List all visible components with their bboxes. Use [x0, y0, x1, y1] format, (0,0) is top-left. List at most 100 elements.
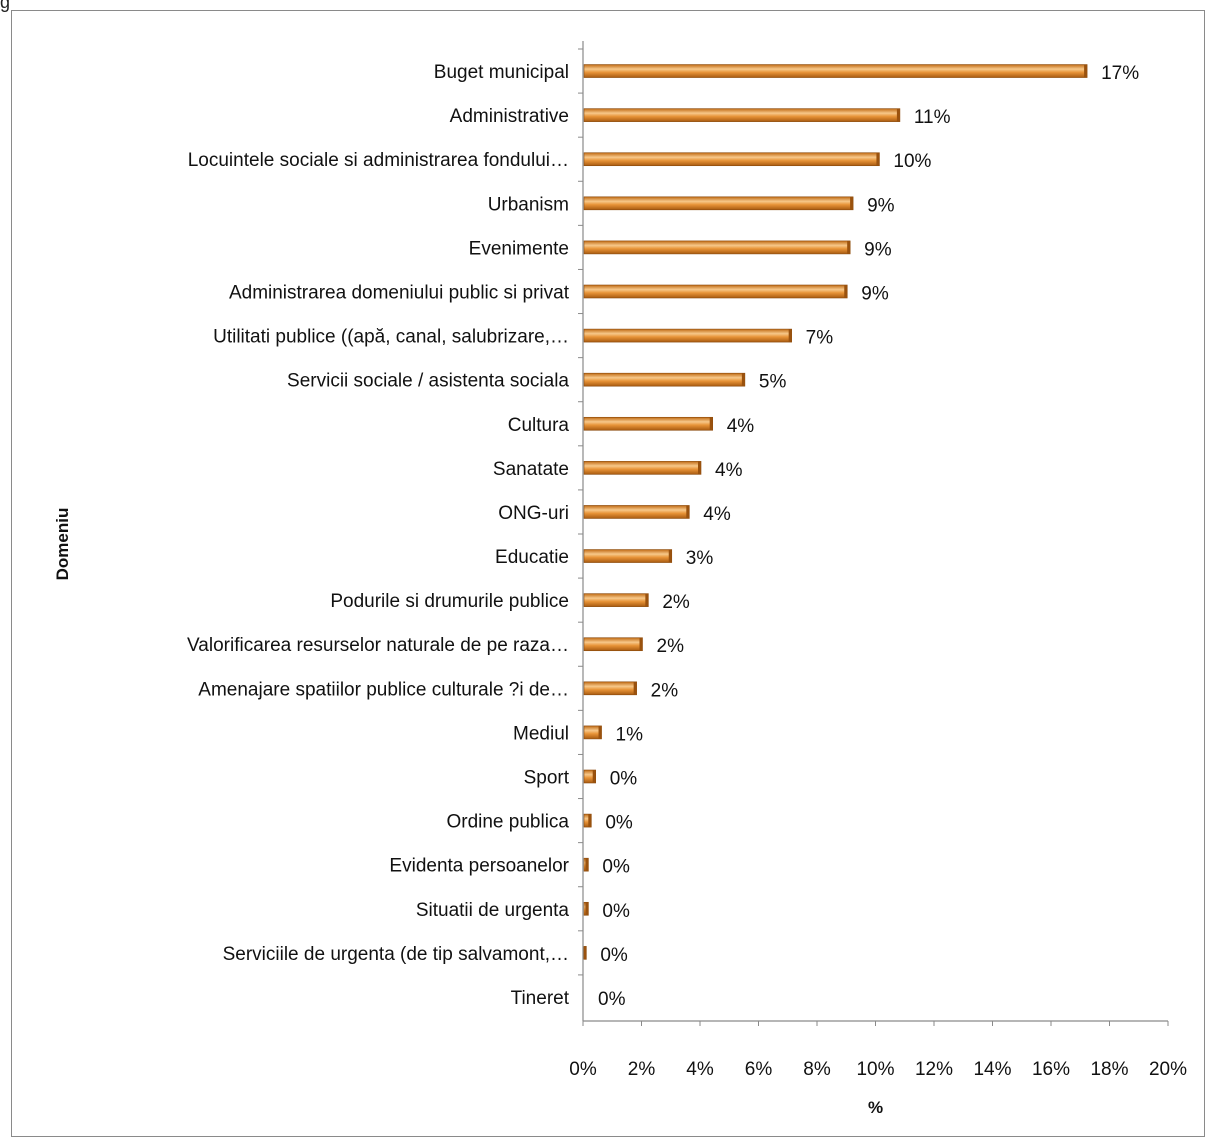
category-label: Evidenta persoanelor — [389, 856, 569, 877]
x-tick-label: 8% — [803, 1059, 831, 1080]
data-label: 1% — [616, 724, 644, 745]
bar-end-cap — [850, 196, 854, 210]
bar — [583, 108, 901, 122]
data-label: 0% — [602, 901, 630, 922]
bar-end-cap — [698, 461, 701, 475]
data-label: 10% — [893, 151, 931, 172]
category-label: Sanatate — [493, 459, 569, 480]
value-labels: 17% 11% 10% 9% 9% 9% 7% 5% 4% 4% 4% 3% 2% 2% 2% 1% 0% 0% 0… — [598, 63, 1139, 1010]
data-label: 2% — [651, 680, 679, 701]
bar-end-cap — [592, 770, 596, 783]
category-labels: Buget municipal Administrative Locuintele … — [187, 62, 570, 1009]
category-label: Cultura — [508, 415, 570, 436]
category-label: Servicii sociale / asistenta sociala — [287, 371, 569, 392]
bar — [583, 681, 637, 696]
category-label: Tineret — [511, 988, 570, 1009]
x-tick-label: 14% — [973, 1059, 1011, 1080]
bar-end-cap — [598, 725, 602, 739]
data-label: 11% — [914, 107, 951, 128]
category-label: Sport — [524, 768, 570, 789]
category-label: Administrative — [450, 106, 569, 127]
category-label: Urbanism — [488, 194, 569, 215]
bar — [583, 416, 713, 431]
data-label: 5% — [759, 372, 787, 393]
data-label: 2% — [662, 592, 690, 613]
x-tick-label: 12% — [915, 1059, 953, 1080]
bar — [583, 505, 690, 519]
bar-end-cap — [585, 902, 589, 916]
data-label: 0% — [610, 769, 638, 790]
x-tick-label: 20% — [1149, 1059, 1187, 1080]
data-label: 0% — [598, 989, 626, 1010]
bar-end-cap — [668, 549, 672, 563]
category-label: Amenajare spatiilor publice culturale ?i… — [198, 679, 569, 700]
bar-end-cap — [686, 505, 690, 519]
bar — [583, 196, 854, 211]
data-label: 2% — [657, 636, 685, 657]
bar-end-cap — [847, 240, 851, 254]
bar-end-cap — [639, 637, 643, 651]
data-label: 0% — [600, 945, 628, 966]
bar — [583, 637, 643, 652]
category-label: Evenimente — [469, 238, 569, 259]
bar-end-cap — [709, 417, 713, 431]
data-label: 0% — [605, 813, 633, 834]
x-tick-label: 10% — [856, 1059, 894, 1080]
category-label: Ordine publica — [446, 812, 569, 833]
bar-end-cap — [876, 152, 880, 166]
bar — [583, 152, 880, 167]
bar-end-cap — [741, 373, 745, 387]
x-tick-label: 2% — [628, 1059, 656, 1080]
bar — [583, 240, 851, 255]
bar-end-cap — [645, 593, 649, 607]
bars-layer — [583, 64, 1088, 960]
category-label: Situatii de urgenta — [416, 900, 570, 921]
bar — [583, 549, 673, 563]
data-label: 9% — [861, 284, 889, 305]
chart-frame: Buget municipal Administrative Locuintele … — [11, 10, 1205, 1137]
x-tick-label: 6% — [745, 1059, 773, 1080]
category-label: Educatie — [495, 547, 569, 568]
x-tick-label: 4% — [686, 1059, 714, 1080]
bar — [583, 461, 702, 475]
x-tick-label: 0% — [569, 1059, 597, 1080]
bar-chart: Buget municipal Administrative Locuintele … — [53, 41, 1187, 1117]
bar — [583, 284, 848, 299]
axes: 0% 2% 4% 6% 8% 10% 12% 14% 16% 18% 20%% Domeniu — [53, 41, 1187, 1117]
category-label: Valorificarea resurselor naturale de pe … — [187, 635, 569, 656]
data-label: 0% — [602, 857, 630, 878]
category-label: Podurile si drumurile publice — [330, 591, 569, 612]
data-label: 4% — [703, 504, 731, 525]
bar-end-cap — [588, 814, 592, 828]
bar — [583, 64, 1088, 78]
bar-end-cap — [1084, 64, 1088, 78]
bar-end-cap — [788, 329, 792, 343]
bar-end-cap — [585, 858, 589, 872]
data-label: 9% — [867, 195, 895, 216]
y-axis-title: Domeniu — [53, 508, 72, 581]
data-label: 7% — [806, 328, 834, 349]
bar — [583, 593, 649, 607]
data-label: 3% — [686, 548, 714, 569]
category-label: Mediul — [513, 723, 569, 744]
data-label: 9% — [864, 239, 892, 260]
category-label: Administrarea domeniului public si priva… — [229, 283, 570, 304]
bar — [583, 328, 792, 343]
bar — [583, 372, 746, 387]
bar-end-cap — [633, 681, 637, 695]
x-axis-title: % — [868, 1098, 883, 1117]
category-label: Locuintele sociale si administrarea fond… — [188, 150, 569, 171]
data-label: 17% — [1101, 63, 1139, 84]
x-tick-label: 18% — [1090, 1059, 1128, 1080]
data-label: 4% — [727, 416, 755, 437]
bar-end-cap — [844, 285, 848, 298]
category-label: Utilitati publice ((apă, canal, salubriz… — [213, 327, 569, 348]
x-tick-label: 16% — [1032, 1059, 1070, 1080]
bar-end-cap — [896, 108, 900, 122]
category-label: Buget municipal — [434, 62, 569, 83]
category-label: Serviciile de urgenta (de tip salvamont,… — [223, 944, 569, 965]
top-text-fragment: g — [0, 0, 11, 12]
data-label: 4% — [715, 460, 743, 481]
category-label: ONG-uri — [498, 503, 569, 524]
bar-end-cap — [583, 946, 587, 960]
